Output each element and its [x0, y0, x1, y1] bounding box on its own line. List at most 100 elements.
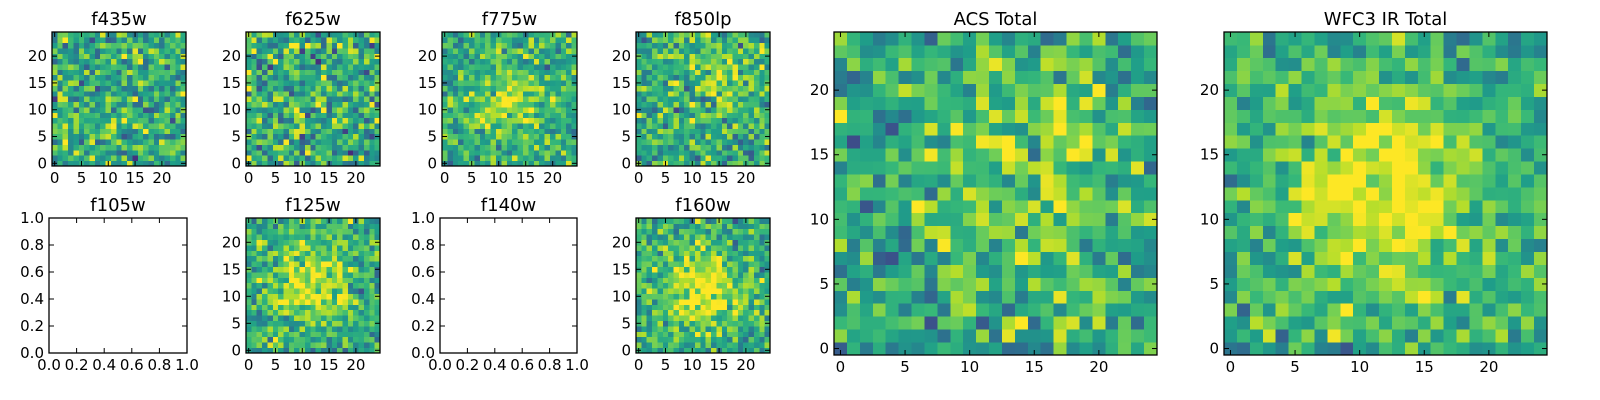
heatmap-cell: [73, 64, 80, 70]
heatmap-cell: [641, 304, 648, 311]
heatmap-cell: [262, 304, 268, 311]
heatmap-cell: [636, 272, 642, 278]
heatmap-cell: [646, 101, 653, 108]
heatmap-cell: [294, 255, 300, 262]
heatmap-cell: [1301, 251, 1315, 265]
heatmap-cell: [342, 326, 349, 332]
f140w-ytick-label: 0.2: [411, 317, 435, 335]
heatmap-cell: [1001, 122, 1016, 136]
heatmap-cell: [326, 90, 333, 97]
heatmap-cell: [764, 234, 771, 240]
heatmap-cell: [711, 74, 717, 81]
heatmap-cell: [1288, 264, 1302, 278]
heatmap-cell: [732, 239, 739, 246]
heatmap-cell: [363, 80, 370, 86]
heatmap-cell: [764, 42, 771, 49]
heatmap-cell: [636, 336, 642, 343]
heatmap-cell: [246, 245, 252, 251]
heatmap-cell: [834, 199, 848, 214]
heatmap-cell: [116, 48, 123, 54]
heatmap-cell: [452, 80, 459, 86]
heatmap-cell: [737, 250, 744, 257]
heatmap-cell: [673, 117, 680, 124]
heatmap-cell: [251, 85, 258, 92]
heatmap-cell: [116, 117, 123, 124]
heatmap-cell: [1456, 212, 1470, 227]
heatmap-cell: [288, 85, 295, 92]
heatmap-cell: [267, 107, 274, 113]
heatmap-cell: [571, 101, 578, 108]
heatmap-cell: [759, 139, 765, 145]
heatmap-cell: [479, 96, 486, 103]
heatmap-cell: [694, 288, 701, 294]
heatmap-cell: [1040, 290, 1054, 304]
heatmap-cell: [641, 223, 648, 230]
heatmap-cell: [358, 277, 365, 284]
heatmap-cell: [315, 288, 322, 294]
heatmap-cell: [310, 336, 317, 343]
heatmap-cell: [326, 315, 333, 321]
heatmap-cell: [512, 133, 518, 140]
heatmap-cell: [721, 90, 728, 97]
heatmap-cell: [646, 336, 653, 343]
heatmap-cell: [950, 135, 964, 149]
heatmap-cell: [759, 261, 765, 267]
heatmap-cell: [523, 107, 529, 113]
heatmap-cell: [342, 64, 349, 70]
heatmap-cell: [347, 277, 354, 284]
heatmap-cell: [1249, 199, 1264, 214]
heatmap-cell: [950, 199, 964, 214]
heatmap-cell: [304, 309, 311, 316]
heatmap-cell: [342, 293, 349, 300]
heatmap-cell: [989, 187, 1003, 201]
heatmap-cell: [321, 32, 327, 38]
heatmap-cell: [937, 70, 951, 85]
heatmap-cell: [442, 58, 448, 65]
heatmap-cell: [485, 37, 491, 44]
heatmap-cell: [539, 42, 545, 49]
heatmap-cell: [673, 160, 680, 167]
heatmap-cell: [721, 234, 728, 240]
heatmap-cell: [544, 96, 551, 103]
heatmap-cell: [727, 74, 733, 81]
heatmap-cell: [544, 123, 551, 129]
heatmap-cell: [288, 96, 295, 103]
heatmap-cell: [721, 155, 728, 161]
heatmap-cell: [105, 90, 112, 97]
heatmap-cell: [924, 83, 938, 97]
heatmap-cell: [846, 212, 861, 227]
heatmap-cell: [846, 238, 861, 252]
heatmap-cell: [523, 155, 529, 161]
heatmap-cell: [689, 123, 696, 129]
heatmap-cell: [716, 223, 723, 230]
heatmap-cell: [180, 128, 187, 135]
heatmap-cell: [689, 58, 696, 65]
heatmap-cell: [668, 277, 674, 284]
heatmap-cell: [641, 139, 648, 145]
heatmap-cell: [641, 272, 648, 278]
heatmap-cell: [169, 48, 176, 54]
heatmap-cell: [963, 290, 977, 304]
heatmap-cell: [652, 326, 658, 332]
f105w-xtick-label: 0.2: [65, 356, 89, 374]
heatmap-cell: [283, 239, 290, 246]
heatmap-cell: [272, 250, 279, 257]
heatmap-cell: [523, 128, 529, 135]
heatmap-cell: [288, 261, 295, 267]
heatmap-cell: [267, 299, 274, 305]
heatmap-cell: [950, 44, 964, 59]
heatmap-cell: [1092, 174, 1106, 188]
heatmap-cell: [321, 80, 327, 86]
heatmap-cell: [512, 96, 518, 103]
heatmap-cell: [1340, 342, 1354, 356]
heatmap-cell: [657, 80, 664, 86]
heatmap-cell: [1027, 174, 1042, 188]
heatmap-cell: [684, 133, 690, 140]
heatmap-cell: [523, 48, 529, 54]
heatmap-cell: [560, 58, 567, 65]
heatmap-cell: [121, 139, 128, 145]
heatmap-cell: [924, 342, 938, 356]
heatmap-cell: [315, 228, 322, 235]
heatmap-cell: [716, 85, 723, 92]
heatmap-cell: [646, 277, 653, 284]
